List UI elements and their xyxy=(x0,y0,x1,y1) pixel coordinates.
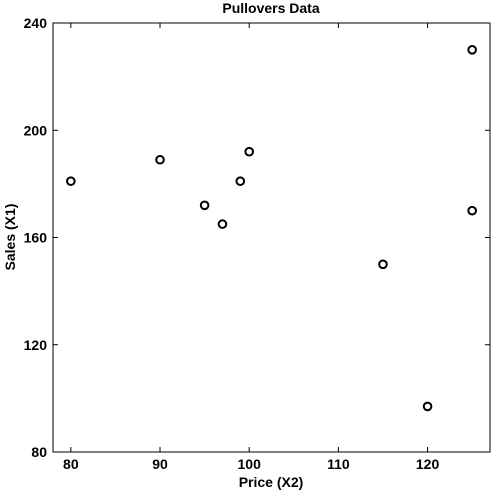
y-tick-label: 200 xyxy=(24,122,48,138)
data-point xyxy=(235,176,246,186)
y-axis-label: Sales (X1) xyxy=(2,204,18,271)
data-point xyxy=(199,200,210,211)
data-point xyxy=(422,401,433,412)
data-point xyxy=(244,146,255,157)
y-tick-label: 240 xyxy=(24,15,48,31)
plot-area: 80 90 100 110 120 80 120 160 200 240 xyxy=(24,15,491,472)
chart-title: Pullovers Data xyxy=(222,0,319,16)
data-point xyxy=(378,259,388,270)
data-point xyxy=(467,45,477,55)
data-point xyxy=(467,205,477,216)
x-tick-label: 90 xyxy=(152,456,168,472)
x-tick-label: 110 xyxy=(327,456,350,472)
x-tick-label: 120 xyxy=(416,456,440,472)
plot-frame xyxy=(52,22,491,453)
y-tick-label: 80 xyxy=(31,444,47,460)
x-axis-label: Price (X2) xyxy=(239,474,304,490)
y-tick-label: 120 xyxy=(24,337,48,353)
x-tick-label: 100 xyxy=(238,456,262,472)
data-point xyxy=(217,219,228,229)
data-point xyxy=(66,176,76,186)
x-tick-label: 80 xyxy=(63,456,79,472)
data-point xyxy=(155,154,165,165)
y-tick-label: 160 xyxy=(24,230,48,246)
